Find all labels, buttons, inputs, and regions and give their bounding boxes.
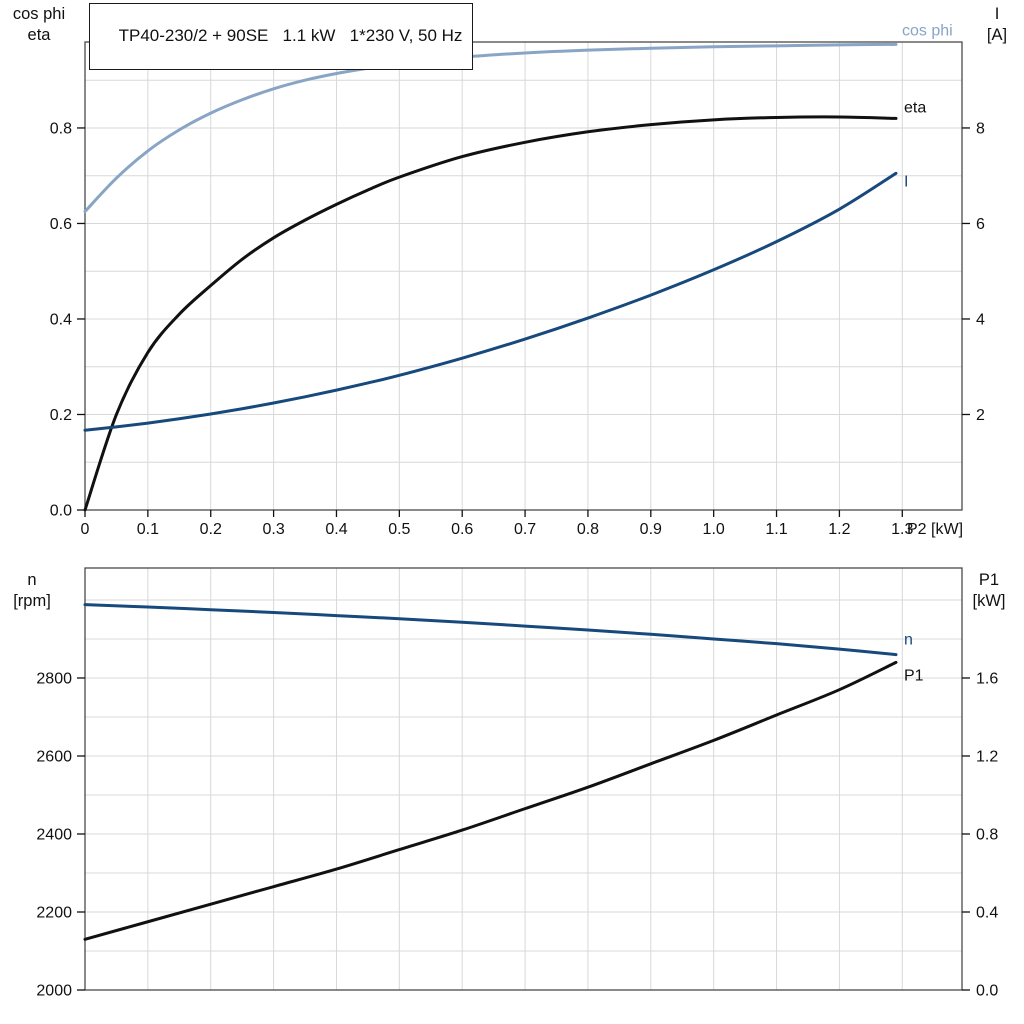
y-right-tick-label: 0.4 xyxy=(976,904,998,921)
y-right-tick-label: 2 xyxy=(976,407,985,424)
curve-label-cos-phi: cos phi xyxy=(902,22,953,39)
axis-title-current: I [A] xyxy=(974,4,1020,46)
y-left-tick-label: 0.4 xyxy=(50,311,72,328)
y-left-tick-label: 0.8 xyxy=(50,120,72,137)
axis-title-p1: P1 xyxy=(978,571,1000,589)
speed-power-chart: 2000 2200 2400 2600 2800 0.0 0.4 0.8 1.2 1.6 n P1 xyxy=(36,567,998,1000)
y-right-tick-label: 0.8 xyxy=(976,826,998,843)
x-tick-label: 0.4 xyxy=(325,521,347,538)
y-right-tick-label: 1.2 xyxy=(976,748,998,765)
axis-title-speed: n [rpm] xyxy=(2,570,62,612)
curve-speed xyxy=(83,603,898,657)
curve-label-speed: n xyxy=(904,632,913,649)
curve-eta xyxy=(83,115,898,512)
chart-title-box: TP40-230/2 + 90SE 1.1 kW 1*230 V, 50 Hz xyxy=(89,3,474,70)
x-tick-label: 0.6 xyxy=(451,521,473,538)
axis-title-cosphi-eta: cos phi eta xyxy=(2,4,76,46)
y-left-tick-label: 2000 xyxy=(36,983,72,1000)
axis-title-n: n xyxy=(27,571,37,589)
plot-frame xyxy=(84,567,963,991)
x-tick-label: 0 xyxy=(81,521,90,538)
axis-title-i: I xyxy=(994,5,1000,23)
x-tick-label: 1.1 xyxy=(765,521,787,538)
axis-title-eta: eta xyxy=(27,26,51,44)
curve-current xyxy=(83,171,898,432)
chart-title: TP40-230/2 + 90SE 1.1 kW 1*230 V, 50 Hz xyxy=(118,26,463,45)
y-left-tick-label: 2400 xyxy=(36,826,72,843)
curve-label-input-power: P1 xyxy=(904,667,924,684)
y-left-tick-label: 0.0 xyxy=(50,503,72,520)
x-tick-label: 1.0 xyxy=(703,521,725,538)
y-right-tick-label: 6 xyxy=(976,216,985,233)
y-right-tick-label: 0.0 xyxy=(976,983,998,1000)
axis-title-i-unit: [A] xyxy=(986,26,1008,44)
x-tick-label: 0.3 xyxy=(262,521,284,538)
y-left-tick-label: 2600 xyxy=(36,748,72,765)
x-tick-label: 1.2 xyxy=(828,521,850,538)
y-right-tick-label: 1.6 xyxy=(976,670,998,687)
x-tick-label: 1.3 xyxy=(891,521,913,538)
x-tick-label: 0.1 xyxy=(137,521,159,538)
y-left-tick-label: 2200 xyxy=(36,904,72,921)
axis-title-p1-unit: [kW] xyxy=(972,592,1006,610)
x-tick-label: 0.5 xyxy=(388,521,410,538)
y-right-tick-label: 8 xyxy=(976,120,985,137)
y-left-tick-label: 2800 xyxy=(36,670,72,687)
motor-electrical-chart: 0.0 0.2 0.4 0.6 0.8 2 4 6 8 0 0.1 0.2 0.3 0.4 0.5 0.6 0.… xyxy=(50,22,985,538)
curve-input-power xyxy=(83,660,898,941)
y-left-tick-label: 0.2 xyxy=(50,407,72,424)
x-tick-label: 0.9 xyxy=(640,521,662,538)
axis-title-input-power: P1 [kW] xyxy=(962,570,1016,612)
y-left-tick-label: 0.6 xyxy=(50,216,72,233)
x-tick-label: 0.7 xyxy=(514,521,536,538)
y-right-tick-label: 4 xyxy=(976,311,985,328)
x-axis-label: P2 [kW] xyxy=(907,521,963,538)
x-tick-label: 0.2 xyxy=(200,521,222,538)
curve-label-eta: eta xyxy=(904,99,926,116)
curve-label-current: I xyxy=(904,173,908,190)
axis-title-n-unit: [rpm] xyxy=(13,592,51,610)
plot-frame xyxy=(84,41,963,511)
axis-title-cos-phi: cos phi xyxy=(12,5,66,23)
x-tick-label: 0.8 xyxy=(577,521,599,538)
